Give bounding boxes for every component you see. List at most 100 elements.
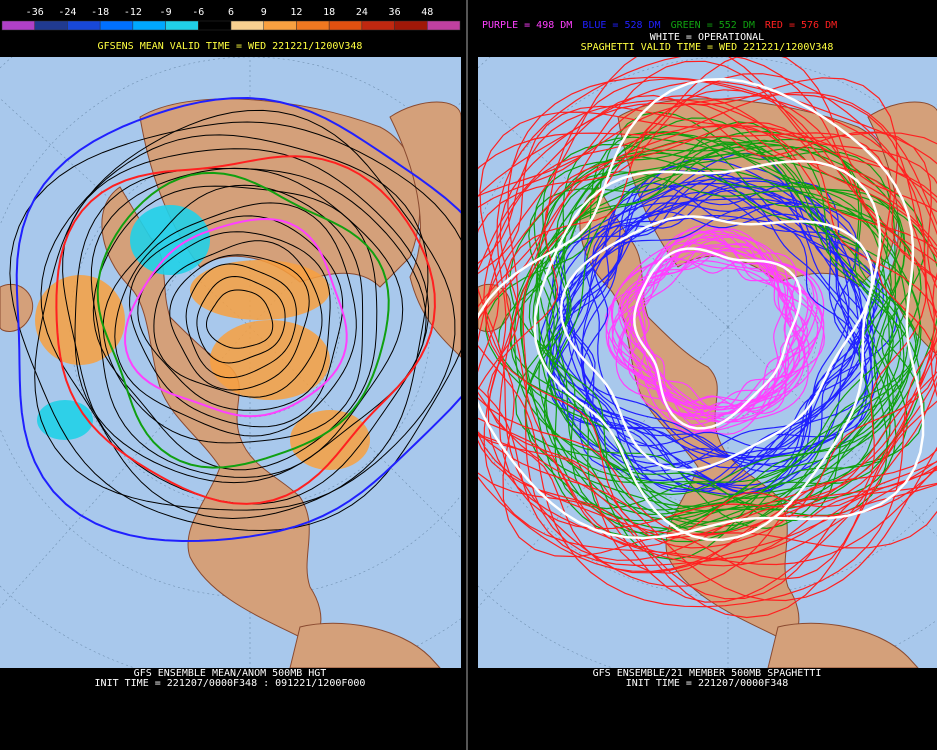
spaghetti-line: [580, 210, 850, 450]
spaghetti-line: [611, 231, 809, 423]
spaghetti-line: [478, 80, 937, 608]
spaghetti-line: [478, 94, 937, 574]
height-contour: [102, 184, 364, 444]
colorbar-box: [67, 20, 101, 31]
colorbar-label: -12: [124, 7, 142, 18]
colorbar-label: -18: [91, 7, 109, 18]
height-contour: [137, 231, 331, 411]
spaghetti-line: [483, 57, 937, 580]
spaghetti-line: [478, 105, 937, 560]
colorbar-label: 18: [323, 7, 335, 18]
colorbar-label: 9: [261, 7, 267, 18]
operational-line: [633, 247, 802, 430]
cold-anomaly: [130, 205, 210, 275]
spaghetti-line: [478, 77, 937, 603]
operational-label: WHITE = OPERATIONAL: [650, 32, 764, 43]
spaghetti-line: [487, 132, 937, 549]
spaghetti-line: [487, 76, 937, 567]
height-contour: [153, 240, 323, 398]
spaghetti-line: [584, 189, 856, 473]
right-map: [478, 57, 937, 668]
right-valid-time: SPAGHETTI VALID TIME = WED 221221/1200V3…: [581, 42, 834, 53]
operational-line: [559, 215, 874, 472]
colorbar-box: [34, 20, 68, 31]
key-contour: [124, 217, 348, 418]
key-contour: [96, 171, 390, 469]
spaghetti-line: [478, 57, 937, 619]
key-contour: [15, 96, 461, 543]
divider-line: [466, 0, 468, 750]
spaghetti-line: [498, 89, 935, 530]
spaghetti-line: [504, 102, 928, 548]
right-footer: GFS ENSEMBLE/21 MEMBER 500MB SPAGHETTI: [593, 668, 822, 679]
spaghetti-line: [624, 248, 795, 404]
colorbar-label: -24: [58, 7, 76, 18]
colorbar-box: [230, 20, 264, 31]
contour-legend-label: GREEN = 552 DM: [671, 20, 755, 31]
spaghetti-line: [546, 152, 905, 496]
height-contour: [205, 289, 274, 349]
height-contour: [129, 215, 344, 428]
spaghetti-line: [478, 60, 937, 600]
spaghetti-line: [478, 91, 937, 602]
spaghetti-line: [551, 202, 879, 458]
contour-legend-label: PURPLE = 498 DM: [482, 20, 572, 31]
spaghetti-line: [522, 94, 937, 561]
colorbar-box: [361, 20, 395, 31]
spaghetti-line: [521, 130, 909, 530]
colorbar-label: -9: [160, 7, 172, 18]
height-contour: [196, 275, 286, 364]
height-contour: [34, 109, 456, 511]
key-contour: [55, 155, 436, 505]
spaghetti-line: [636, 239, 792, 412]
colorbar: -36 -24 -18 -12 -9 -6 6 9 12 18 24 36 48: [1, 7, 461, 31]
height-contour: [74, 168, 427, 484]
colorbar-box: [263, 20, 297, 31]
spaghetti-line: [626, 230, 797, 417]
height-contour: [169, 254, 310, 391]
left-valid-time: GFSENS MEAN VALID TIME = WED 221221/1200…: [98, 41, 363, 52]
colorbar-box: [198, 20, 232, 31]
colorbar-box: [394, 20, 428, 31]
spaghetti-line: [640, 242, 790, 418]
colorbar-box: [132, 20, 166, 31]
spaghetti-line: [478, 124, 937, 536]
left-footer: INIT TIME = 221207/0000F348 : 091221/120…: [95, 678, 366, 689]
spaghetti-line: [620, 243, 810, 417]
contour-legend-label: RED = 576 DM: [765, 20, 837, 31]
colorbar-box: [427, 20, 461, 31]
spaghetti-line: [478, 111, 937, 549]
colorbar-label: 6: [228, 7, 234, 18]
height-contour: [62, 148, 430, 505]
spaghetti-line: [548, 182, 874, 485]
colorbar-box: [1, 20, 35, 31]
operational-line: [478, 77, 925, 540]
cold-anomaly: [37, 400, 93, 440]
colorbar-label: 24: [356, 7, 368, 18]
colorbar-label: 12: [290, 7, 302, 18]
spaghetti-line: [630, 249, 787, 408]
colorbar-label: 36: [389, 7, 401, 18]
spaghetti-line: [528, 139, 902, 521]
divider: [462, 0, 478, 750]
right-footer: INIT TIME = 221207/0000F348: [626, 678, 789, 689]
colorbar-box: [99, 20, 134, 31]
spaghetti-line: [520, 133, 937, 538]
spaghetti-line: [478, 78, 937, 573]
colorbar-label: -36: [26, 7, 44, 18]
contour-legend: PURPLE = 498 DM BLUE = 528 DM GREEN = 552 …: [482, 20, 837, 31]
colorbar-box: [296, 20, 330, 31]
colorbar-box: [165, 20, 199, 31]
spaghetti-line: [556, 185, 872, 466]
spaghetti-line: [509, 138, 921, 522]
colorbar-label: -6: [192, 7, 204, 18]
left-map: [0, 57, 461, 668]
height-contour: [9, 121, 461, 532]
spaghetti-line: [528, 142, 917, 521]
spaghetti-line: [582, 215, 863, 459]
warm-anomaly: [190, 260, 330, 320]
spaghetti-line: [538, 168, 922, 511]
contour-legend-label: BLUE = 528 DM: [582, 20, 660, 31]
warm-anomaly: [210, 320, 330, 400]
